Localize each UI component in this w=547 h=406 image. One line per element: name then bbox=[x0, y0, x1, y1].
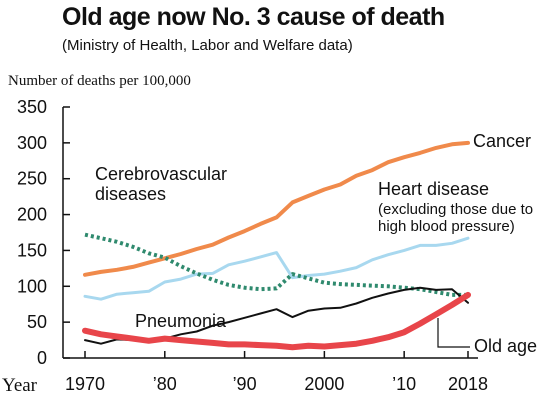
y-tick-label: 50 bbox=[27, 312, 47, 332]
series-label: Cancer bbox=[473, 131, 532, 151]
leader-line bbox=[437, 318, 470, 348]
y-tick-label: 200 bbox=[17, 205, 47, 225]
x-tick-label: 2000 bbox=[304, 374, 344, 394]
line-series bbox=[82, 291, 471, 351]
x-tick-label: ’80 bbox=[153, 374, 177, 394]
line-series bbox=[84, 232, 468, 297]
x-tick-label: ’90 bbox=[233, 374, 257, 394]
series-label: Cerebrovascular diseases bbox=[95, 164, 228, 204]
x-axis-label: Year bbox=[2, 375, 38, 396]
series-label: Pneumonia bbox=[135, 311, 227, 331]
y-tick-label: 350 bbox=[17, 97, 47, 117]
series-note: (excluding those due to high blood press… bbox=[378, 201, 534, 235]
y-tick-label: 100 bbox=[17, 276, 47, 296]
y-tick-label: 250 bbox=[17, 169, 47, 189]
x-tick-label: ’10 bbox=[392, 374, 416, 394]
y-tick-label: 0 bbox=[37, 348, 47, 368]
x-tick-label: 1970 bbox=[65, 374, 105, 394]
chart-subtitle: (Ministry of Health, Labor and Welfare d… bbox=[62, 37, 353, 54]
x-tick-label: 2018 bbox=[448, 374, 488, 394]
y-tick-label: 300 bbox=[17, 133, 47, 153]
line-series bbox=[83, 140, 470, 277]
series-label: Old age bbox=[474, 336, 538, 356]
y-tick-label: 150 bbox=[17, 240, 47, 260]
line-series bbox=[83, 236, 470, 301]
y-axis-label: Number of deaths per 100,000 bbox=[8, 73, 191, 89]
chart-title: Old age now No. 3 cause of death bbox=[62, 3, 445, 31]
series-label: Heart disease bbox=[378, 179, 490, 199]
